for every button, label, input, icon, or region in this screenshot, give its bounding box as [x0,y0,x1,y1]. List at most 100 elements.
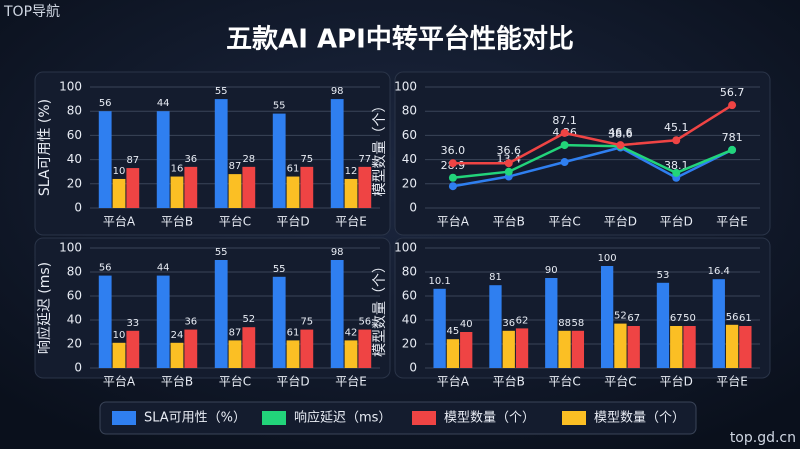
y-tick-label: 60 [402,128,417,142]
y-tick-label: 0 [74,201,82,215]
bar-annotation: 24 [171,330,184,341]
y-tick-label: 80 [67,104,82,118]
x-tick-label: 平台A [437,214,470,229]
point-annotation: 45.1 [664,121,689,134]
y-tick-label: 0 [409,361,417,375]
y-tick-label: 100 [59,80,82,94]
bar-annotation: 33 [126,318,139,329]
bar [571,330,585,368]
y-tick-label: 60 [67,289,82,303]
bar [228,174,242,208]
legend-label: 模型数量（个） [594,411,685,426]
point [560,141,569,150]
x-tick-label: 平台D [276,374,309,389]
y-tick-label: 100 [394,80,417,94]
y-tick-label: 40 [402,313,417,327]
bar [300,329,314,368]
point-annotation: 87.1 [552,114,577,127]
point [504,167,513,176]
bar [627,326,640,368]
x-tick-label: 平台D [660,374,693,389]
bar-annotation: 61 [739,313,752,324]
bar-annotation: 87 [126,155,139,166]
bar-annotation: 62 [516,315,529,326]
bar [656,282,670,368]
bar [358,166,372,208]
bar-annotation: 44 [157,98,170,109]
bar-annotation: 55 [273,264,286,275]
bar [156,275,170,368]
bar [446,339,460,368]
bar [344,178,358,208]
bar-annotation: 67 [670,313,683,324]
bar-annotation: 55 [215,86,228,97]
point-annotation: 46.6 [608,126,633,139]
bar [184,166,198,208]
x-tick-label: 平台E [716,214,748,229]
bar-annotation: 40 [460,319,473,330]
x-tick-label: 平台C [219,214,251,229]
point [672,136,681,145]
bar [214,260,228,368]
bar [156,111,170,208]
bar-annotation: 36 [502,318,515,329]
y-tick-label: 60 [402,289,417,303]
bar-annotation: 75 [300,154,313,165]
line [452,143,733,179]
bar-annotation: 12 [345,166,358,177]
bar [739,326,752,368]
x-tick-label: 平台B [493,214,525,229]
bar-annotation: 81 [489,272,502,283]
legend-swatch [412,411,436,425]
bar [300,166,314,208]
y-tick-label: 40 [402,152,417,166]
bar-annotation: 42 [345,327,358,338]
bar-annotation: 87 [229,161,242,172]
y-tick-label: 20 [67,337,82,351]
bar-annotation: 55 [215,247,228,258]
x-tick-label: 平台D [276,214,309,229]
x-tick-label: 平台D [660,214,693,229]
point [728,101,737,110]
bar [184,329,198,368]
x-tick-label: 平台E [716,374,748,389]
y-tick-label: 40 [67,313,82,327]
bar-annotation: 55 [273,101,286,112]
bar-annotation: 10 [113,166,126,177]
bar [126,330,140,368]
bar-annotation: 56 [726,312,739,323]
bar-annotation: 44 [157,263,170,274]
point [616,141,625,150]
point [448,182,457,191]
bar [545,278,558,368]
panel [394,71,771,236]
bar [344,340,358,368]
bar [683,326,696,368]
point [504,159,513,168]
bar-annotation: 100 [598,253,617,264]
y-tick-label: 0 [409,201,417,215]
bar-annotation: 87 [229,327,242,338]
y-tick-label: 40 [67,152,82,166]
bar-annotation: 75 [300,317,313,328]
bar-annotation: 56 [358,317,371,328]
bar-annotation: 10.1 [428,276,450,287]
bar-annotation: 50 [683,313,696,324]
x-tick-label: 平台A [103,374,136,389]
x-tick-label: 平台C [548,214,580,229]
bar [112,342,126,368]
bar [600,266,614,368]
bar [286,340,300,368]
bar-annotation: 98 [331,247,344,258]
bar-annotation: 28 [242,154,255,165]
bar [112,178,126,208]
point [728,145,737,154]
x-tick-label: 平台A [103,214,136,229]
bar [330,99,344,208]
y-tick-label: 80 [402,265,417,279]
bar [502,330,515,368]
point-annotation: 781 [722,131,743,144]
bar-annotation: 16 [171,164,184,175]
bar [242,166,256,208]
bar [286,176,300,208]
